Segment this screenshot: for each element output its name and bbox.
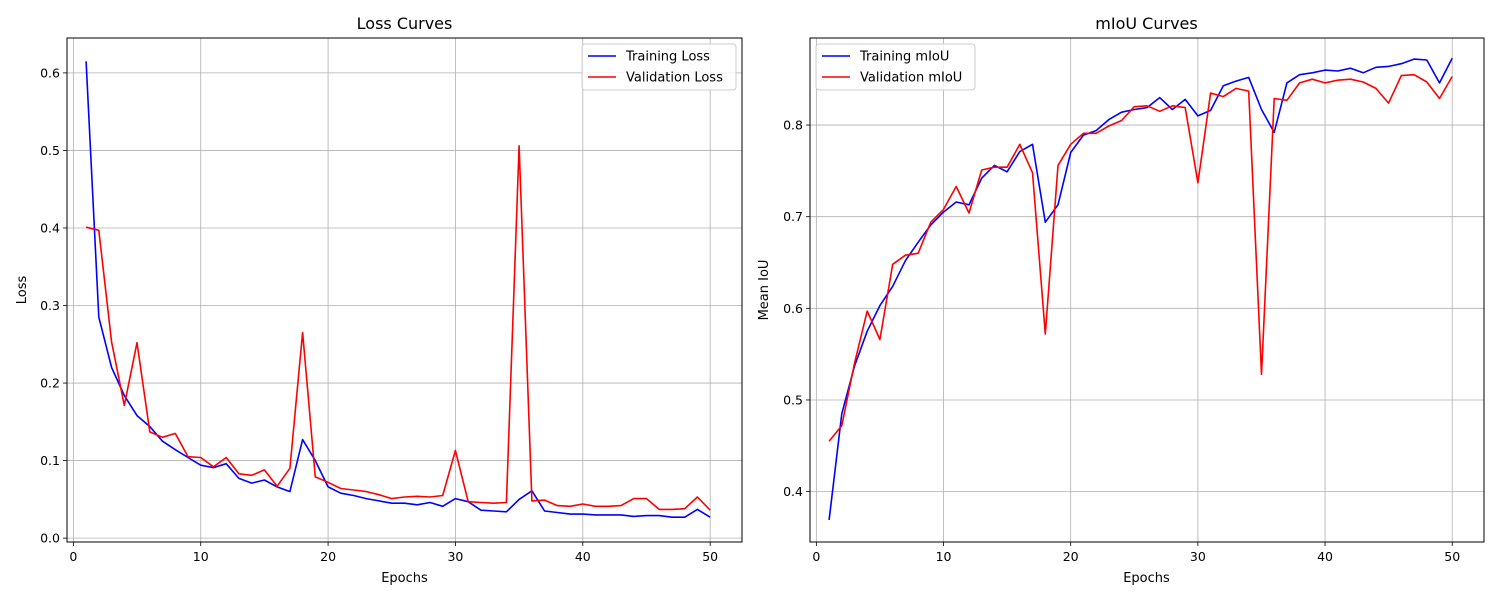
- loss-x-tick-label: 10: [193, 549, 209, 564]
- miou-chart: mIoU Curves 0 10 20 30 40 50 0.40.50.60.70.8 …: [757, 14, 1485, 586]
- miou-legend: Training mIoU Validation mIoU: [815, 43, 976, 91]
- miou-y-tick-label: 0.7: [783, 209, 803, 224]
- miou-x-tick-label: 30: [1190, 549, 1206, 564]
- miou-grid: [810, 38, 1484, 542]
- miou-legend-validation-label: Validation mIoU: [860, 71, 962, 86]
- loss-legend-validation-label: Validation Loss: [626, 71, 723, 86]
- loss-x-tick-label: 20: [320, 549, 336, 564]
- miou-plot-frame: [809, 37, 1485, 543]
- loss-x-tick-label: 30: [447, 549, 463, 564]
- loss-x-tick-label: 40: [575, 549, 591, 564]
- loss-legend-box: [581, 43, 737, 91]
- miou-series: [828, 57, 1453, 521]
- loss-grid: [67, 38, 742, 542]
- loss-validation-line: [85, 145, 711, 511]
- miou-x-tick-label: 50: [1444, 549, 1460, 564]
- miou-x-ticks: 0 10 20 30 40 50: [812, 542, 1460, 564]
- loss-training-line: [85, 61, 711, 519]
- miou-legend-box: [815, 43, 976, 91]
- loss-y-tick-label: 0.3: [40, 298, 60, 313]
- loss-y-tick-label: 0.5: [40, 143, 60, 158]
- miou-y-ticks: 0.4 0.5 0.6 0.7 0.8: [783, 118, 810, 499]
- loss-x-tick-label: 0: [69, 549, 77, 564]
- loss-legend-training-label: Training Loss: [625, 50, 710, 65]
- miou-legend-training-label: Training mIoU: [859, 50, 949, 65]
- loss-plot-frame: [66, 37, 743, 543]
- miou-x-axis-label: Epochs: [1123, 571, 1170, 586]
- loss-y-ticks: 0.0 0.1 0.2 0.3 0.4 0.5 0.6: [40, 65, 67, 546]
- miou-y-tick-label: 0.6: [783, 301, 803, 316]
- loss-y-axis-label: Loss: [15, 276, 30, 305]
- loss-legend: Training Loss Validation Loss: [581, 43, 737, 91]
- miou-x-tick-label: 10: [936, 549, 952, 564]
- loss-y-tick-label: 0.1: [40, 453, 60, 468]
- loss-chart: Loss Curves 0 10 20 30 40 50 0.00.10.20.30.40…: [15, 14, 743, 586]
- loss-x-ticks: 0 10 20 30 40 50: [69, 542, 718, 564]
- miou-y-tick-label: 0.4: [783, 484, 803, 499]
- miou-chart-title: mIoU Curves: [1095, 14, 1197, 33]
- miou-x-tick-label: 20: [1063, 549, 1079, 564]
- miou-validation-line: [828, 73, 1453, 442]
- loss-chart-title: Loss Curves: [357, 14, 453, 33]
- miou-y-tick-label: 0.5: [783, 392, 803, 407]
- miou-y-axis-label: Mean IoU: [757, 260, 772, 321]
- loss-x-axis-label: Epochs: [381, 571, 428, 586]
- loss-y-tick-label: 0.2: [40, 376, 60, 391]
- loss-y-tick-label: 0.0: [40, 531, 60, 546]
- loss-y-tick-label: 0.6: [40, 65, 60, 80]
- miou-x-tick-label: 40: [1317, 549, 1333, 564]
- miou-x-tick-label: 0: [812, 549, 820, 564]
- loss-y-tick-label: 0.4: [40, 220, 60, 235]
- miou-training-line: [828, 57, 1453, 521]
- loss-x-tick-label: 50: [702, 549, 718, 564]
- loss-series: [85, 61, 711, 519]
- miou-y-tick-label: 0.8: [783, 118, 803, 133]
